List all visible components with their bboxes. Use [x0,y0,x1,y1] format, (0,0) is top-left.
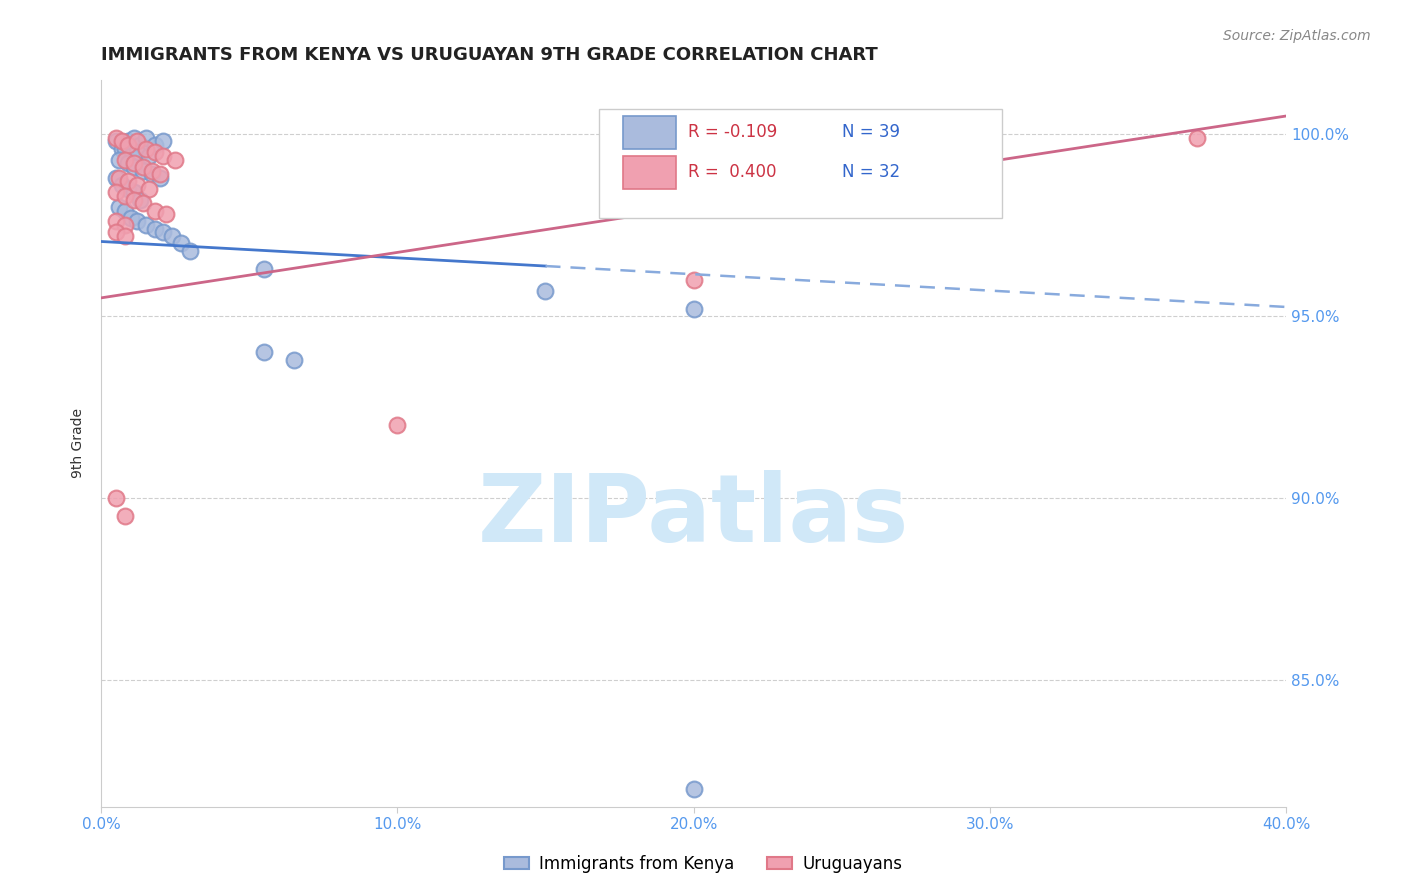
Point [114,509,136,524]
Point [141,163,163,178]
Point [125,178,148,193]
Text: Source: ZipAtlas.com: Source: ZipAtlas.com [1223,29,1371,43]
Point [128,138,150,153]
Point [143,221,166,235]
Point [122,160,145,174]
Point [138,149,160,163]
Point [122,186,145,200]
Point [117,138,139,153]
Point [125,214,148,228]
Point [165,153,187,167]
Point [125,135,148,149]
Point [135,131,157,145]
Point [120,149,142,163]
Point [105,214,128,228]
Text: R = -0.109: R = -0.109 [688,123,778,141]
Point [105,135,128,149]
Point [117,174,139,188]
Text: IMMIGRANTS FROM KENYA VS URUGUAYAN 9TH GRADE CORRELATION CHART: IMMIGRANTS FROM KENYA VS URUGUAYAN 9TH G… [101,46,877,64]
Point [108,200,131,214]
Point [122,131,145,145]
Point [131,163,153,178]
Point [143,203,166,218]
Point [111,142,134,156]
Point [105,226,128,240]
Text: ZIPatlas: ZIPatlas [478,470,910,562]
Point [108,153,131,167]
Text: R =  0.400: R = 0.400 [688,163,776,181]
Point [120,211,142,225]
Point [114,229,136,244]
Point [105,491,128,505]
Point [117,135,139,149]
Point [114,142,136,156]
Point [131,160,153,174]
Point [105,170,128,185]
Y-axis label: 9th Grade: 9th Grade [72,409,86,478]
Point [170,236,193,251]
Point [105,186,128,200]
Point [114,153,136,167]
Point [125,145,148,160]
Point [534,284,557,298]
Point [117,156,139,170]
FancyBboxPatch shape [623,116,676,149]
Point [143,145,166,160]
Point [387,418,409,433]
Point [155,207,177,221]
Point [138,182,160,196]
Point [253,345,276,359]
Point [143,138,166,153]
Legend: Immigrants from Kenya, Uruguayans: Immigrants from Kenya, Uruguayans [498,848,908,880]
Point [122,156,145,170]
Point [122,193,145,207]
Point [152,226,174,240]
Point [128,193,150,207]
Point [152,149,174,163]
Point [114,203,136,218]
Point [135,218,157,232]
Point [135,142,157,156]
Point [149,170,172,185]
Text: N = 39: N = 39 [842,123,900,141]
Point [179,244,201,258]
Point [131,196,153,211]
Point [1185,131,1208,145]
Point [111,178,134,193]
Point [682,781,704,796]
Point [162,229,184,244]
FancyBboxPatch shape [599,109,1001,218]
Point [105,131,128,145]
Point [114,218,136,232]
Point [152,135,174,149]
Point [117,182,139,196]
Point [111,135,134,149]
FancyBboxPatch shape [623,156,676,189]
Point [141,167,163,181]
Point [283,352,305,367]
Point [149,167,172,181]
Point [682,273,704,287]
Text: N = 32: N = 32 [842,163,900,181]
Point [253,261,276,276]
Point [682,301,704,316]
Point [108,170,131,185]
Point [114,189,136,203]
